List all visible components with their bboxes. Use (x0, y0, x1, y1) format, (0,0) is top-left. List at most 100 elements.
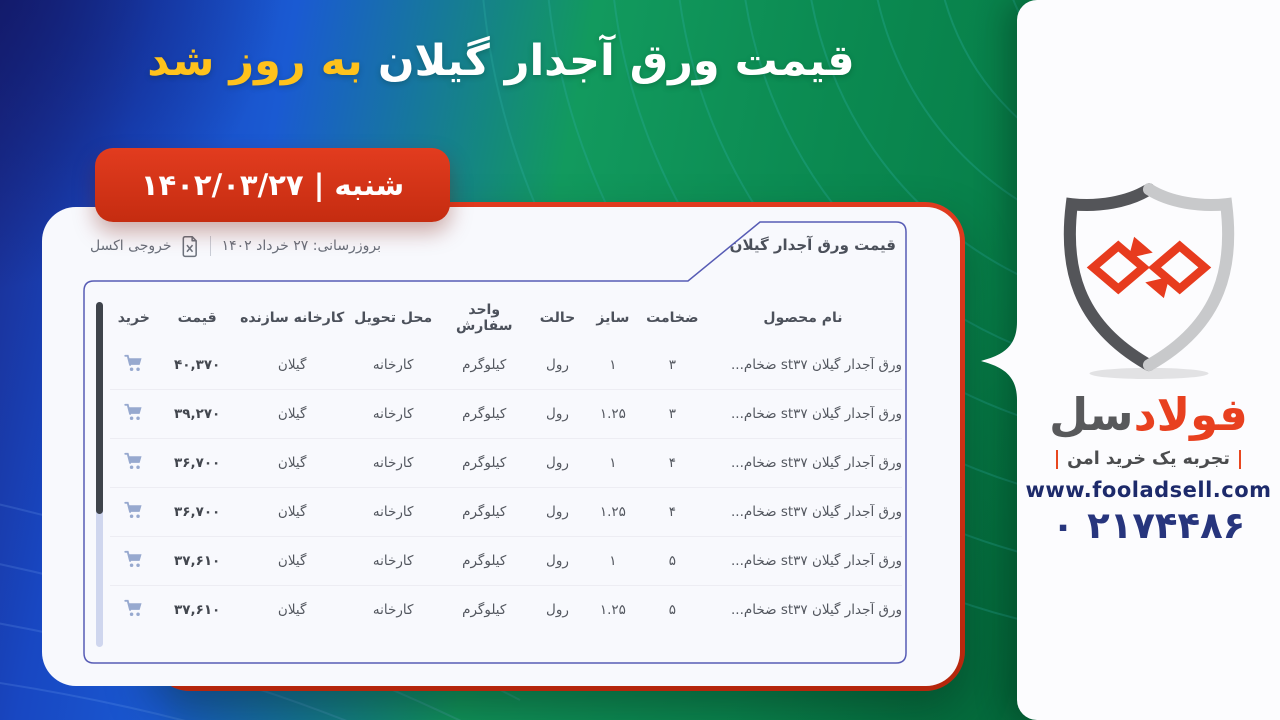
cell-product-name: ورق آجدار گیلان st۳۷ ضخام... (731, 406, 902, 422)
cell-price: ۳۶,۷۰۰ (173, 455, 221, 471)
add-to-cart-button[interactable] (123, 549, 144, 570)
cell-size: ۱ (609, 553, 617, 569)
cell-product-name: ورق آجدار گیلان st۳۷ ضخام... (731, 602, 902, 618)
col-header-buy: خرید (117, 310, 150, 326)
cell-size: ۱ (609, 455, 617, 471)
col-header-price: قیمت (177, 310, 217, 326)
excel-export-button[interactable]: خروجی اکسل (90, 235, 199, 258)
brand-logo-text: فولادسل (1017, 392, 1280, 437)
brand-panel: فولادسل تجربه یک خرید امن www.fooladsell… (981, 0, 1280, 720)
tagline-bar (1055, 449, 1059, 469)
page-title-main: قیمت ورق آجدار گیلان (377, 36, 855, 86)
page-title: قیمت ورق آجدار گیلان به روز شد (42, 36, 960, 86)
add-to-cart-button[interactable] (123, 451, 144, 472)
cell-price: ۳۶,۷۰۰ (173, 504, 221, 520)
logo-red-part: فولاد (1133, 388, 1248, 441)
cell-manufacturer: گیلان (277, 406, 307, 422)
table-body: ورق آجدار گیلان st۳۷ ضخام... ۳ ۱ رول کیل… (110, 341, 902, 634)
cell-order-unit: کیلوگرم (462, 602, 507, 618)
cell-thickness: ۴ (668, 504, 676, 520)
table-row: ورق آجدار گیلان st۳۷ ضخام... ۴ ۱ رول کیل… (110, 438, 902, 487)
cell-buy (110, 402, 158, 427)
brand-website: www.fooladsell.com (1025, 478, 1272, 502)
cell-delivery-place: کارخانه (372, 504, 414, 520)
price-card: قیمت ورق آجدار گیلان خروجی اکسل بروزرسان… (42, 207, 960, 686)
cart-icon (124, 550, 142, 567)
cell-price: ۴۰,۳۷۰ (173, 357, 221, 373)
tagline-bar (1238, 449, 1242, 469)
cell-thickness: ۵ (668, 602, 676, 618)
cell-size: ۱.۲۵ (599, 406, 626, 422)
cell-thickness: ۴ (668, 455, 676, 471)
cell-price: ۳۷,۶۱۰ (173, 553, 221, 569)
last-update-label: بروزرسانی: ۲۷ خرداد ۱۴۰۲ (221, 238, 381, 254)
card-controls: خروجی اکسل بروزرسانی: ۲۷ خرداد ۱۴۰۲ (90, 231, 381, 261)
cell-manufacturer: گیلان (277, 553, 307, 569)
table-row: ورق آجدار گیلان st۳۷ ضخام... ۵ ۱ رول کیل… (110, 536, 902, 585)
shield-logo-icon (1063, 183, 1234, 380)
col-header-state: حالت (539, 310, 576, 326)
col-header-thickness: ضخامت (646, 310, 699, 326)
cell-order-unit: کیلوگرم (462, 406, 507, 422)
cell-buy (110, 451, 158, 476)
cell-order-unit: کیلوگرم (462, 455, 507, 471)
cell-state: رول (546, 406, 569, 422)
cell-buy (110, 500, 158, 525)
cell-state: رول (546, 602, 569, 618)
brand-tagline: تجربه یک خرید امن (1067, 449, 1230, 469)
cell-buy (110, 353, 158, 378)
cell-size: ۱.۲۵ (599, 602, 626, 618)
cell-product-name: ورق آجدار گیلان st۳۷ ضخام... (731, 357, 902, 373)
add-to-cart-button[interactable] (123, 353, 144, 374)
table-row: ورق آجدار گیلان st۳۷ ضخام... ۵ ۱.۲۵ رول … (110, 585, 902, 634)
cell-thickness: ۳ (668, 406, 676, 422)
cell-state: رول (546, 455, 569, 471)
add-to-cart-button[interactable] (123, 500, 144, 521)
panel-tail-shape (981, 322, 1017, 400)
cell-delivery-place: کارخانه (372, 455, 414, 471)
header-divider (209, 236, 211, 256)
cell-price: ۳۹,۲۷۰ (173, 406, 221, 422)
cell-order-unit: کیلوگرم (462, 553, 507, 569)
cell-manufacturer: گیلان (277, 455, 307, 471)
cell-size: ۱.۲۵ (599, 504, 626, 520)
cell-order-unit: کیلوگرم (462, 357, 507, 373)
cell-state: رول (546, 553, 569, 569)
cell-order-unit: کیلوگرم (462, 504, 507, 520)
excel-export-label: خروجی اکسل (90, 238, 172, 254)
cart-icon (124, 403, 142, 420)
cell-thickness: ۵ (668, 553, 676, 569)
price-table: نام محصول ضخامت سایز حالت واحد سفارش محل… (110, 295, 902, 634)
table-scrollbar-thumb[interactable] (96, 302, 103, 514)
cell-manufacturer: گیلان (277, 357, 307, 373)
col-header-manufacturer: کارخانه سازنده (240, 310, 345, 326)
date-badge: شنبه | ۱۴۰۲/۰۳/۲۷ (95, 148, 450, 222)
cell-state: رول (546, 357, 569, 373)
col-header-delivery-place: محل تحویل (354, 310, 433, 326)
cart-icon (124, 354, 142, 371)
col-header-product-name: نام محصول (763, 310, 843, 326)
cell-product-name: ورق آجدار گیلان st۳۷ ضخام... (731, 504, 902, 520)
table-scrollbar-track[interactable] (96, 302, 103, 647)
col-header-size: سایز (596, 310, 630, 326)
cell-delivery-place: کارخانه (372, 357, 414, 373)
cell-buy (110, 598, 158, 623)
cell-product-name: ورق آجدار گیلان st۳۷ ضخام... (731, 553, 902, 569)
table-row: ورق آجدار گیلان st۳۷ ضخام... ۳ ۱.۲۵ رول … (110, 389, 902, 438)
brand-tagline-row: تجربه یک خرید امن (1017, 449, 1280, 469)
col-header-order-unit: واحد سفارش (455, 302, 513, 334)
table-row: ورق آجدار گیلان st۳۷ ضخام... ۳ ۱ رول کیل… (110, 341, 902, 389)
cart-icon (124, 452, 142, 469)
tab-sheet-prices[interactable]: قیمت ورق آجدار گیلان (729, 236, 896, 254)
cell-product-name: ورق آجدار گیلان st۳۷ ضخام... (731, 455, 902, 471)
cell-manufacturer: گیلان (277, 504, 307, 520)
add-to-cart-button[interactable] (123, 598, 144, 619)
cell-thickness: ۳ (668, 357, 676, 373)
table-header-row: نام محصول ضخامت سایز حالت واحد سفارش محل… (110, 295, 902, 341)
cell-delivery-place: کارخانه (372, 406, 414, 422)
cell-price: ۳۷,۶۱۰ (173, 602, 221, 618)
add-to-cart-button[interactable] (123, 402, 144, 423)
brand-phone-number: ۰ ۲۱۷۴۴۸۶ (1051, 504, 1246, 547)
cart-icon (124, 599, 142, 616)
cell-size: ۱ (609, 357, 617, 373)
